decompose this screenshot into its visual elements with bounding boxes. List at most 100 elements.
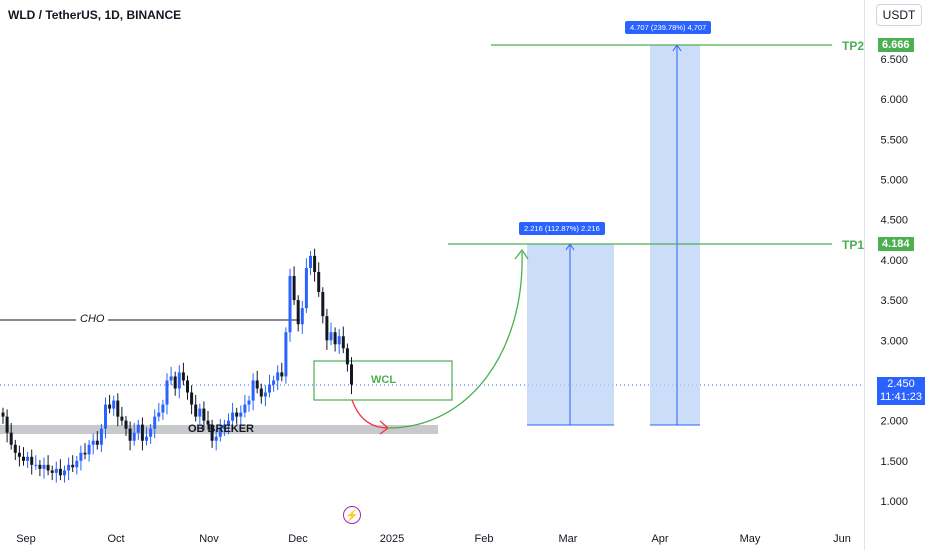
candle-body <box>173 376 177 389</box>
candle-body <box>317 271 321 293</box>
x-tick-label: Sep <box>16 533 36 545</box>
candle-body <box>149 428 153 437</box>
y-tick-label: 4.500 <box>880 215 908 227</box>
candle-body <box>128 428 132 441</box>
tp2-measure-label: 4.707 (239.78%) 4,707 <box>625 21 712 34</box>
candle-body <box>288 275 292 333</box>
candle-body <box>1 412 5 417</box>
candle-body <box>71 464 75 468</box>
candle-body <box>104 404 107 429</box>
tp2-measure-box <box>650 45 700 425</box>
countdown-timer: 11:41:23 <box>879 391 922 403</box>
candle-body <box>325 316 329 341</box>
candle-body <box>186 380 189 393</box>
candle-body <box>42 464 46 469</box>
candle-body <box>58 468 62 476</box>
candle-body <box>251 380 255 401</box>
candle-body <box>124 420 128 429</box>
candle-body <box>235 412 239 417</box>
candle-body <box>132 432 136 441</box>
y-tick-label: 5.000 <box>880 175 908 187</box>
candle-body <box>341 336 345 349</box>
candle-body <box>304 267 308 309</box>
x-tick-label: Oct <box>107 533 124 545</box>
lightning-icon[interactable]: ⚡ <box>343 506 361 524</box>
candle-body <box>259 388 263 397</box>
wcl-label: WCL <box>371 374 397 386</box>
candle-body <box>108 404 112 409</box>
wcl-box <box>313 360 453 401</box>
candle-body <box>140 424 144 441</box>
cho-label: CHO <box>80 313 105 325</box>
up-projection-arrowhead <box>514 248 529 260</box>
candle-body <box>116 400 120 417</box>
candle-body <box>313 255 317 272</box>
candle-body <box>136 424 140 433</box>
x-tick-label: Mar <box>559 533 578 545</box>
candle-body <box>30 456 34 465</box>
currency-button[interactable]: USDT <box>876 4 922 26</box>
candle-body <box>157 412 161 417</box>
candle-body <box>218 428 222 437</box>
candle-body <box>210 424 214 441</box>
candle-body <box>54 468 58 473</box>
candle-body <box>190 392 194 405</box>
candle-body <box>227 420 230 425</box>
candle-body <box>222 424 226 429</box>
tp2-price-tag: 6.666 <box>878 38 914 52</box>
y-tick-label: 4.000 <box>880 255 908 267</box>
y-tick-label: 6.000 <box>880 94 908 106</box>
candle-body <box>181 372 185 381</box>
candle-body <box>263 392 267 397</box>
candle-body <box>87 444 91 455</box>
candle-body <box>337 336 341 345</box>
x-tick-label: Jun <box>833 533 851 545</box>
down-projection-curve <box>351 399 389 429</box>
candle-body <box>5 416 9 433</box>
candle-body <box>22 456 25 461</box>
candle-body <box>194 404 198 417</box>
candle-body <box>75 460 79 468</box>
y-tick-label: 6.500 <box>880 54 908 66</box>
candle-body <box>309 255 312 268</box>
tp1-label: TP1 <box>842 238 865 252</box>
y-tick-label: 1.000 <box>880 496 908 508</box>
candle-body <box>17 452 21 457</box>
candle-body <box>214 436 218 441</box>
candle-body <box>280 372 284 377</box>
candle-body <box>79 452 83 461</box>
tp1-measure-label: 2.216 (112.87%) 2.216 <box>519 222 605 235</box>
candle-body <box>329 332 333 341</box>
candle-body <box>177 372 181 389</box>
candle-body <box>300 308 304 325</box>
candle-body <box>34 464 38 466</box>
candle-body <box>350 364 353 385</box>
candle-body <box>145 436 148 441</box>
candle-body <box>112 400 116 409</box>
candle-body <box>333 332 337 345</box>
candle-body <box>247 400 251 405</box>
candle-body <box>345 348 349 365</box>
candle-body <box>13 444 17 453</box>
x-tick-label: Apr <box>651 533 668 545</box>
candle-body <box>296 300 300 325</box>
x-tick-label: 2025 <box>380 533 404 545</box>
candle-body <box>161 404 165 413</box>
candle-body <box>206 420 210 425</box>
candle-body <box>9 432 13 445</box>
candle-body <box>67 464 71 471</box>
y-tick-label: 1.500 <box>880 456 908 468</box>
candle-body <box>38 464 42 469</box>
candle-body <box>292 275 296 301</box>
candle-body <box>26 456 30 461</box>
price-axis-separator <box>864 0 865 550</box>
candle-body <box>63 470 66 476</box>
candle-body <box>46 464 50 471</box>
candle-body <box>99 428 103 445</box>
x-tick-label: May <box>740 533 761 545</box>
candle-body <box>284 332 288 377</box>
candle-body <box>165 380 169 405</box>
y-tick-label: 3.500 <box>880 295 908 307</box>
candle-body <box>153 416 157 429</box>
